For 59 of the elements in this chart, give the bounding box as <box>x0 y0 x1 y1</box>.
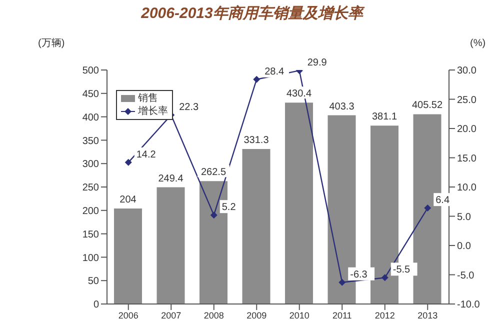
bar <box>114 208 142 304</box>
x-tick-label: 2008 <box>204 310 224 320</box>
y2-tick-label: 10.0 <box>457 182 477 194</box>
data-label: 6.4 <box>436 195 450 206</box>
y-tick-label: 300 <box>82 159 100 170</box>
point <box>210 212 218 219</box>
y-tick-label: 150 <box>82 229 100 240</box>
point <box>124 158 132 166</box>
y2-tick-label: 20.0 <box>457 124 477 136</box>
data-label: 204 <box>120 194 137 206</box>
x-tick-label: 2013 <box>418 310 438 320</box>
y2-tick-label: -5.0 <box>457 270 475 282</box>
data-label: 29.9 <box>307 58 328 69</box>
data-label: 381.1 <box>372 112 398 123</box>
y-tick-label: 50 <box>88 276 100 288</box>
data-label: 403.3 <box>329 101 355 112</box>
data-label: 14.2 <box>136 149 156 160</box>
y-tick-label: 400 <box>82 112 100 124</box>
y-axis-title: (万辆) <box>38 37 65 50</box>
y2-tick-label: 25.0 <box>457 94 477 106</box>
y2-tick-label: 30.0 <box>457 66 477 77</box>
data-label: 262.5 <box>200 167 226 178</box>
data-label: 22.3 <box>179 102 200 114</box>
y2-axis-title: (%) <box>470 38 486 49</box>
point <box>381 274 388 282</box>
data-label: 28.4 <box>264 66 285 78</box>
y-tick-label: 450 <box>82 88 100 100</box>
x-tick-label: 2012 <box>374 310 395 320</box>
data-label: -5.5 <box>392 264 411 276</box>
y-tick-label: 250 <box>82 182 100 194</box>
x-tick-label: 2010 <box>289 310 310 320</box>
data-label: 405.52 <box>412 100 443 112</box>
y2-tick-label: -10.0 <box>457 300 480 311</box>
x-tick-label: 2011 <box>332 310 352 320</box>
bar <box>242 148 270 304</box>
point <box>424 204 432 212</box>
x-tick-label: 2006 <box>118 310 138 320</box>
data-label: 249.4 <box>158 173 184 184</box>
y-tick-label: 100 <box>82 252 100 264</box>
y2-tick-label: 5.0 <box>457 212 472 223</box>
y-tick-label: 500 <box>82 66 100 77</box>
x-tick-label: 2007 <box>161 310 182 320</box>
chart-title: 2006-2013年商用车销量及增长率 <box>140 4 366 23</box>
y2-tick-label: 0.0 <box>457 241 472 252</box>
legend-label: 增长率 <box>138 105 168 118</box>
y2-tick-label: 15.0 <box>457 153 477 164</box>
bar <box>285 102 313 304</box>
data-label: 430.4 <box>286 88 312 100</box>
bar <box>156 187 185 304</box>
y-tick-label: 0 <box>93 300 100 311</box>
legend-label: 销售 <box>138 92 158 105</box>
point <box>253 76 260 83</box>
data-label: 5.2 <box>222 202 236 214</box>
data-label: -6.3 <box>350 269 368 280</box>
point <box>338 278 346 286</box>
x-tick-label: 2009 <box>246 310 267 320</box>
y-tick-label: 350 <box>82 136 100 147</box>
data-label: 331.3 <box>244 134 270 146</box>
y-tick-label: 200 <box>82 206 100 217</box>
